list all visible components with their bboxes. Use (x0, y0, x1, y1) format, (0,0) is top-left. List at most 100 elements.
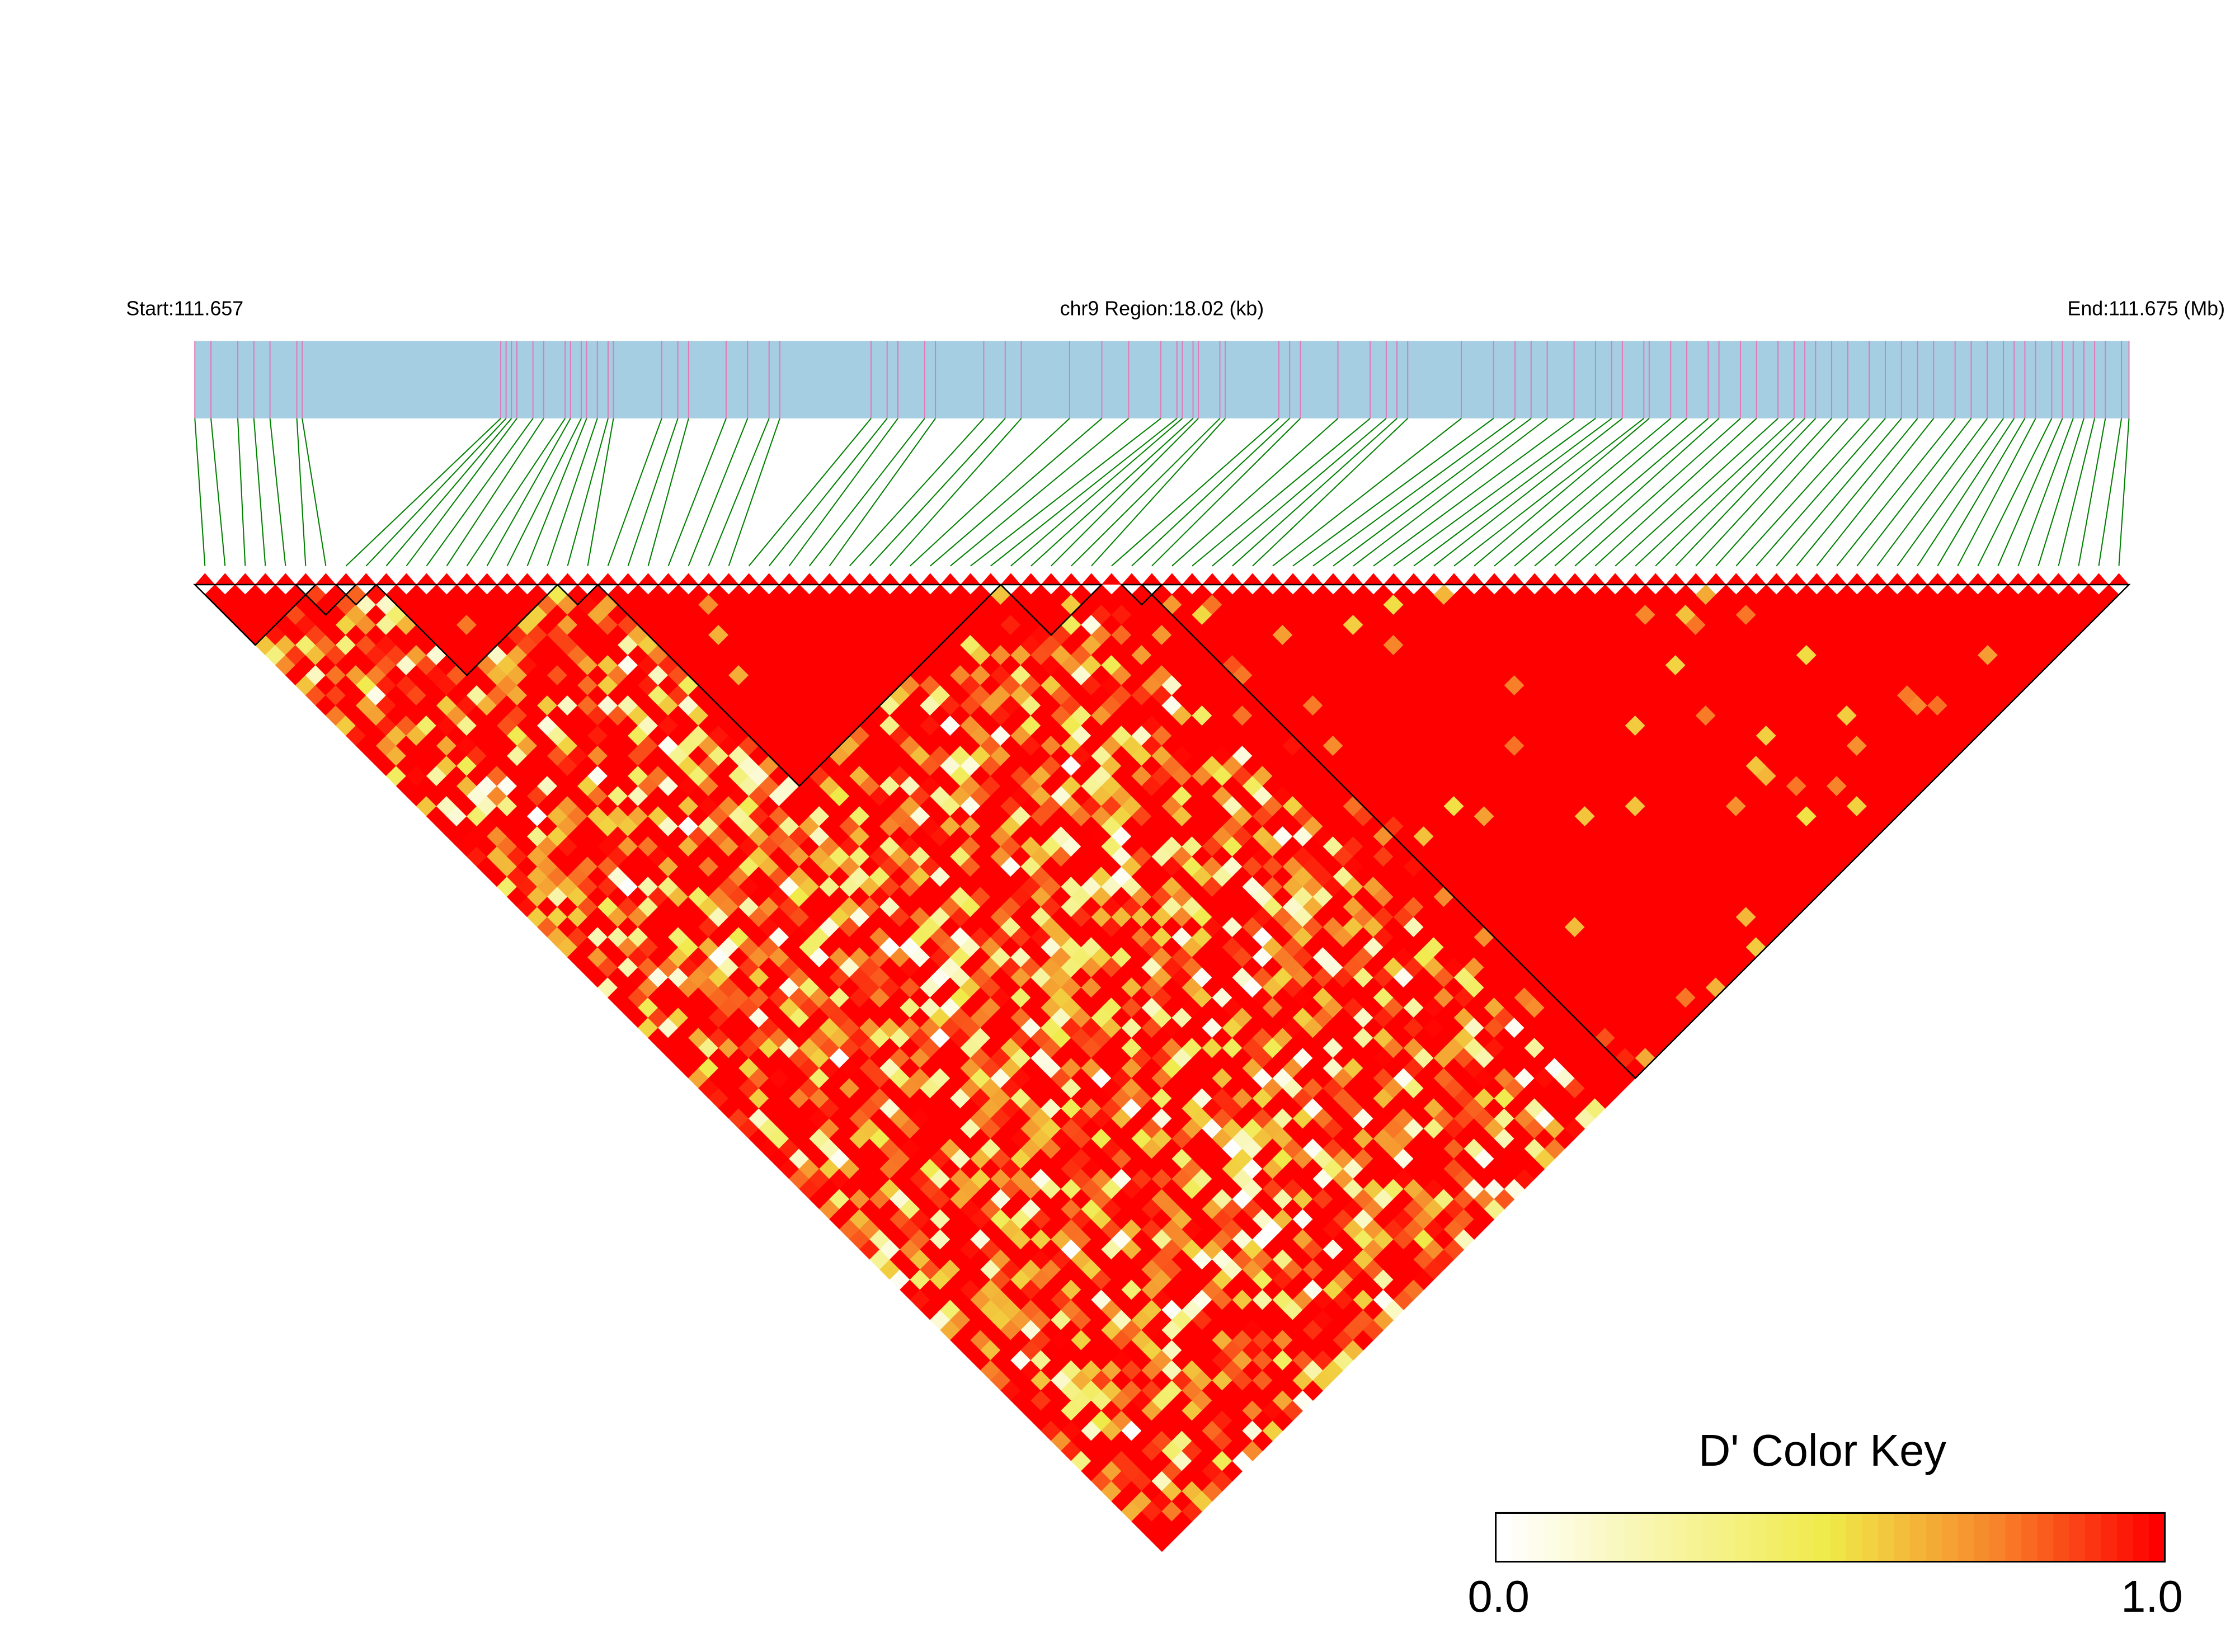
snp-marker (396, 573, 417, 585)
snp-connector (2017, 418, 2074, 567)
snp-connector (1413, 418, 1612, 567)
snp-connector (253, 418, 266, 566)
snp-connector (1151, 418, 1301, 567)
color-key-bin (1655, 1513, 1672, 1562)
snp-marker (1827, 573, 1847, 585)
snp-marker (799, 573, 820, 585)
color-key-bin (1512, 1513, 1528, 1562)
snp-marker (2088, 573, 2109, 585)
color-key-bin (1989, 1513, 2006, 1562)
snp-marker (457, 573, 477, 585)
snp-connector (1756, 418, 1886, 567)
color-key-bin (1751, 1513, 1767, 1562)
snp-connector (1131, 418, 1290, 567)
snp-marker (819, 573, 840, 585)
snp-connector (1010, 418, 1183, 567)
color-key-bin (1702, 1513, 1719, 1562)
snp-connector (269, 418, 286, 566)
color-key-bin (1671, 1513, 1688, 1562)
snp-connector (1917, 418, 2015, 567)
snp-marker (577, 573, 598, 585)
color-key-bin (1687, 1513, 1704, 1562)
snp-marker (618, 573, 638, 585)
color-key-bin (1607, 1513, 1624, 1562)
snp-connector (1031, 418, 1194, 567)
color-key-bin (2117, 1513, 2134, 1562)
snp-connector (1433, 418, 1623, 567)
snp-connector (1453, 418, 1644, 567)
snp-connector (1735, 418, 1870, 567)
snp-marker (1746, 573, 1767, 585)
snp-connector (1312, 418, 1516, 567)
snp-marker (1766, 573, 1787, 585)
snp-marker (980, 573, 1001, 585)
color-key-bin (2069, 1513, 2086, 1562)
color-key-bin (2133, 1513, 2149, 1562)
snp-marker (1524, 573, 1545, 585)
snp-connector (708, 418, 770, 567)
snp-connector (788, 418, 898, 567)
snp-marker (1061, 573, 1081, 585)
snp-marker (195, 573, 215, 585)
snp-connector (1695, 418, 1832, 567)
snp-connector (1554, 418, 1720, 567)
snp-connector (1353, 418, 1548, 567)
snp-connector (930, 418, 1103, 567)
color-key-bin (1973, 1513, 1991, 1562)
snp-marker (738, 573, 759, 585)
snp-connector (1111, 418, 1279, 567)
snp-marker (1947, 573, 1968, 585)
snp-connector (1171, 418, 1339, 567)
snp-marker (2109, 573, 2129, 585)
color-key-bin (1782, 1513, 1799, 1562)
snp-connector (1272, 418, 1462, 567)
color-key-bin (1591, 1513, 1608, 1562)
color-key-bin (1846, 1513, 1863, 1562)
snp-connector (1474, 418, 1650, 567)
snp-connector (1534, 418, 1709, 567)
snp-marker (1424, 573, 1444, 585)
snp-connector (970, 418, 1161, 567)
snp-connector (1897, 418, 2004, 567)
snp-marker (336, 573, 356, 585)
snp-marker (1806, 573, 1827, 585)
color-key-bin (1623, 1513, 1640, 1562)
snp-connector (1715, 418, 1848, 567)
snp-marker (2028, 573, 2049, 585)
snp-connector (1836, 418, 1956, 567)
snp-marker (1343, 573, 1364, 585)
snp-marker (1867, 573, 1888, 585)
snp-marker (678, 573, 699, 585)
color-key-bin (1909, 1513, 1927, 1562)
snp-marker (1323, 573, 1344, 585)
snp-connector (2058, 418, 2096, 566)
color-key-bin (2053, 1513, 2070, 1562)
snp-marker (1645, 573, 1666, 585)
snp-marker (1081, 573, 1102, 585)
snp-connector (1192, 418, 1371, 567)
color-key-bar (1495, 1513, 2166, 1562)
color-key-bin (1926, 1513, 1942, 1562)
gene-region-bar (195, 341, 2129, 418)
snp-connector (910, 418, 1070, 567)
snp-connector (1574, 418, 1741, 567)
snp-marker (839, 573, 860, 585)
color-key-bin (1544, 1513, 1560, 1562)
snp-marker (1786, 573, 1807, 585)
snp-marker (557, 573, 578, 585)
color-key-bin (1719, 1513, 1735, 1562)
snp-connector (829, 418, 936, 567)
color-key-bin (1734, 1513, 1751, 1562)
color-key-bin (2037, 1513, 2054, 1562)
snp-marker (1222, 573, 1243, 585)
snp-connector (426, 418, 534, 567)
snp-connector (365, 418, 507, 567)
snp-marker (1020, 573, 1041, 585)
snp-connector (1252, 418, 1408, 567)
snp-marker (1504, 573, 1525, 585)
snp-connector (1957, 418, 2036, 567)
end-label: End:111.675 (Mb) (2067, 298, 2225, 320)
color-key-bin (2101, 1513, 2118, 1562)
